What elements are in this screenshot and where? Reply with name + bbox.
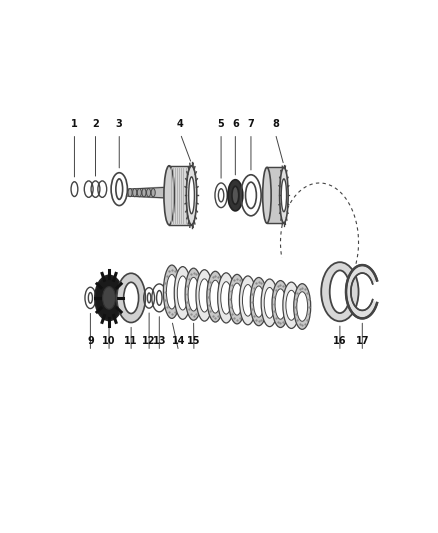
Ellipse shape (232, 186, 239, 204)
Text: 5: 5 (218, 119, 224, 129)
Text: 11: 11 (124, 336, 138, 346)
Polygon shape (346, 265, 377, 318)
Ellipse shape (147, 189, 151, 197)
Text: 15: 15 (187, 336, 201, 346)
Ellipse shape (243, 285, 253, 316)
Ellipse shape (196, 270, 213, 321)
Ellipse shape (151, 189, 155, 197)
Text: 6: 6 (232, 119, 239, 129)
Ellipse shape (137, 189, 141, 197)
Ellipse shape (188, 277, 199, 311)
Text: 13: 13 (152, 336, 166, 346)
Ellipse shape (250, 278, 267, 326)
Ellipse shape (186, 166, 197, 225)
Text: 10: 10 (102, 336, 116, 346)
Ellipse shape (228, 180, 243, 211)
Ellipse shape (261, 279, 278, 327)
Ellipse shape (128, 189, 132, 197)
Polygon shape (169, 166, 191, 225)
Text: 2: 2 (92, 119, 99, 129)
Text: 14: 14 (172, 336, 185, 346)
Ellipse shape (219, 189, 224, 202)
Ellipse shape (95, 276, 123, 320)
Ellipse shape (199, 279, 210, 312)
Ellipse shape (163, 265, 180, 318)
Ellipse shape (330, 270, 350, 313)
Text: 3: 3 (116, 119, 123, 129)
Text: 9: 9 (87, 336, 94, 346)
Ellipse shape (117, 273, 145, 322)
Text: 16: 16 (333, 336, 346, 346)
Ellipse shape (164, 166, 174, 225)
Ellipse shape (246, 182, 256, 208)
Ellipse shape (297, 292, 307, 321)
Ellipse shape (88, 293, 92, 303)
Ellipse shape (102, 287, 116, 309)
Text: 1: 1 (71, 119, 78, 129)
Ellipse shape (286, 290, 297, 320)
Ellipse shape (232, 283, 243, 315)
Text: 17: 17 (356, 336, 369, 346)
Ellipse shape (272, 280, 289, 327)
Ellipse shape (229, 274, 246, 324)
Ellipse shape (218, 273, 235, 323)
Ellipse shape (283, 282, 300, 328)
Text: 4: 4 (177, 119, 184, 129)
Text: 12: 12 (142, 336, 156, 346)
Ellipse shape (207, 271, 224, 322)
Ellipse shape (148, 293, 151, 303)
Ellipse shape (263, 167, 271, 223)
Ellipse shape (174, 266, 191, 319)
Ellipse shape (189, 177, 194, 214)
Ellipse shape (279, 167, 288, 223)
Ellipse shape (294, 284, 311, 329)
Ellipse shape (253, 286, 264, 317)
Ellipse shape (133, 189, 137, 197)
Ellipse shape (116, 179, 123, 199)
Text: 7: 7 (247, 119, 254, 129)
Ellipse shape (185, 268, 202, 320)
Ellipse shape (210, 280, 221, 313)
Ellipse shape (321, 262, 359, 321)
Ellipse shape (221, 282, 232, 314)
Ellipse shape (166, 274, 177, 309)
Ellipse shape (124, 282, 138, 313)
Ellipse shape (142, 189, 146, 197)
Polygon shape (267, 167, 284, 223)
Ellipse shape (281, 179, 286, 212)
Ellipse shape (275, 289, 286, 319)
Polygon shape (128, 187, 163, 198)
Ellipse shape (264, 287, 275, 318)
Ellipse shape (156, 290, 162, 305)
Ellipse shape (240, 276, 256, 325)
Text: 8: 8 (272, 119, 279, 129)
Ellipse shape (177, 276, 188, 310)
